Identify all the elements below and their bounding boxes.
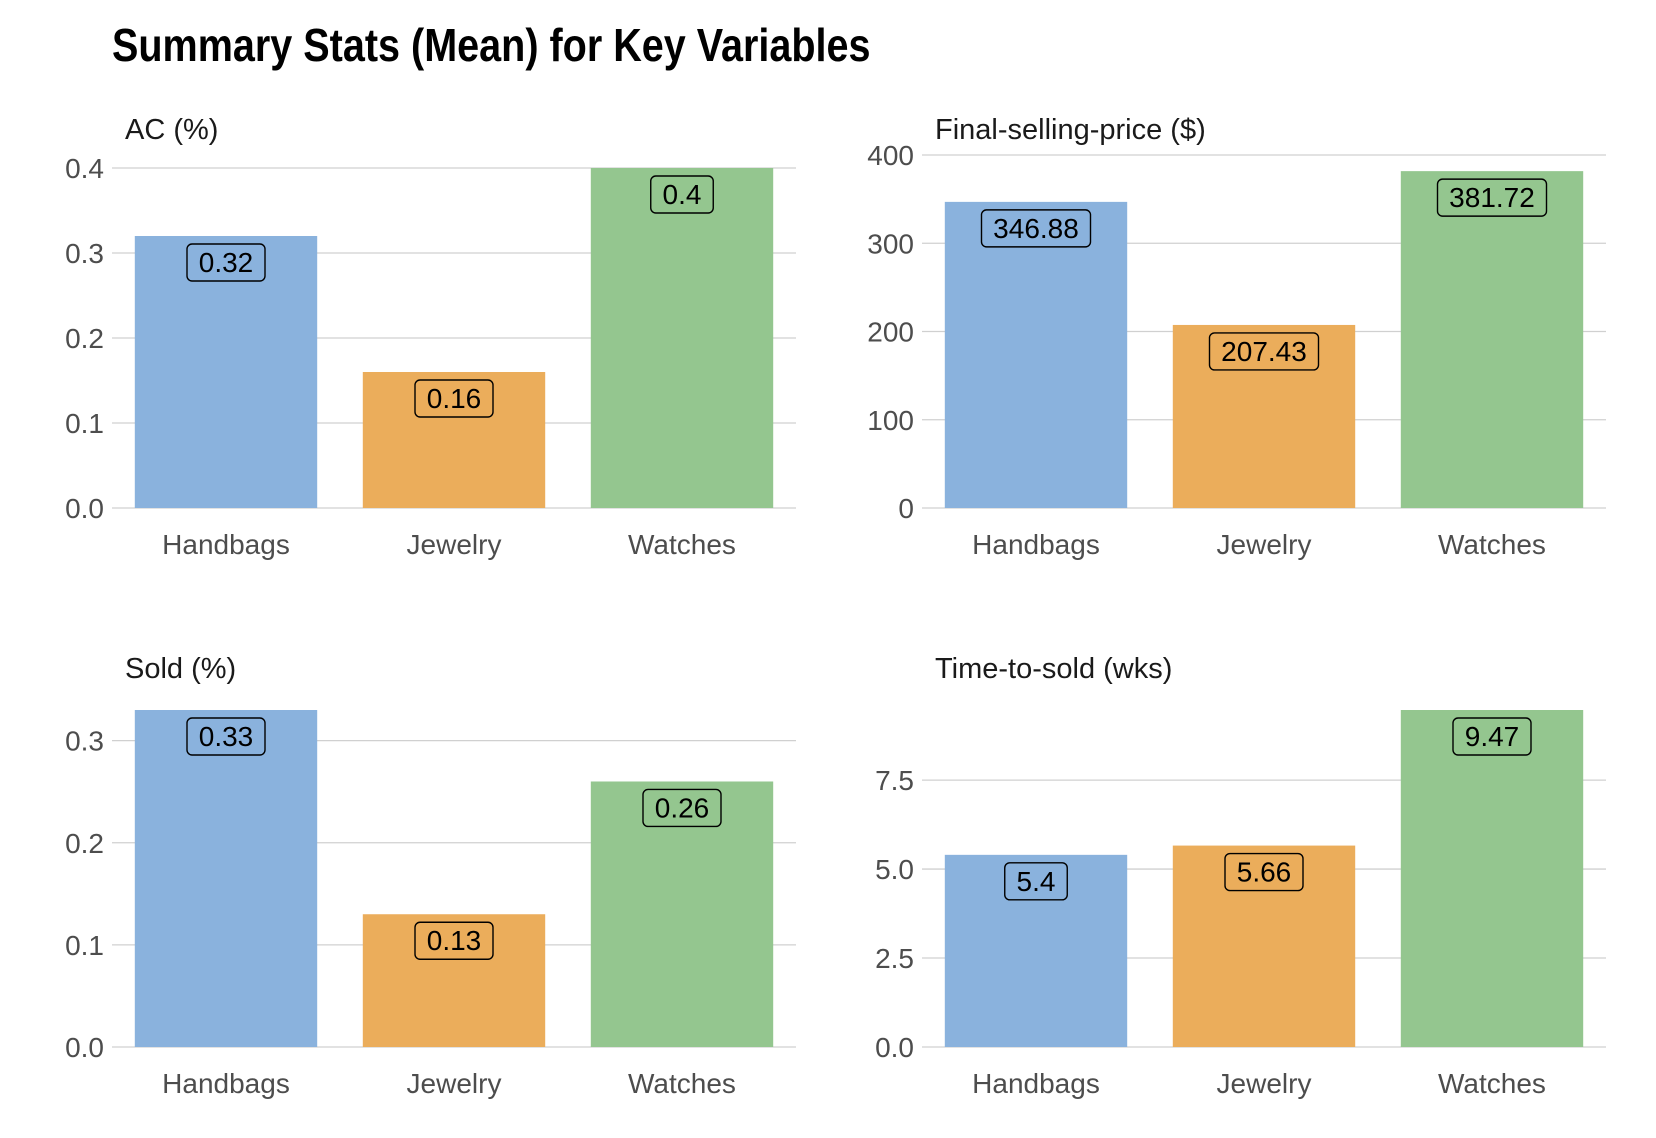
- chart-panel: Sold (%) 0.0 0.1 0.2 0.3 0.33 Handbags 0.13 Jewe…: [65, 653, 796, 1099]
- panel-title: Final-selling-price ($): [935, 114, 1206, 146]
- bar-handbags: [944, 201, 1128, 508]
- data-label: 0.26: [655, 792, 710, 823]
- y-tick-label: 0.0: [875, 1032, 914, 1063]
- y-tick-label: 0: [898, 493, 914, 524]
- x-tick-label: Watches: [628, 1068, 736, 1099]
- data-label-box: [186, 243, 266, 282]
- bar-handbags: [944, 854, 1128, 1047]
- data-label-box: [414, 379, 494, 418]
- bar-watches: [590, 781, 774, 1047]
- chart-panel: Time-to-sold (wks) 0.0 2.5 5.0 7.5 5.4 Handbag…: [875, 653, 1606, 1099]
- y-tick-label: 0.3: [65, 238, 104, 269]
- bar-handbags: [134, 710, 318, 1047]
- page-title: Summary Stats (Mean) for Key Variables: [112, 19, 871, 71]
- x-tick-label: Handbags: [972, 1068, 1100, 1099]
- data-label-box: [1208, 332, 1320, 371]
- data-label: 5.4: [1017, 866, 1056, 897]
- data-label: 0.33: [199, 721, 254, 752]
- data-label-box: [642, 788, 722, 828]
- x-tick-label: Jewelry: [1217, 529, 1312, 560]
- panel-title: Sold (%): [125, 653, 236, 685]
- x-tick-label: Jewelry: [407, 1068, 502, 1099]
- panel-title: AC (%): [125, 114, 218, 146]
- bar-jewelry: [1172, 845, 1356, 1047]
- x-tick-label: Handbags: [162, 529, 290, 560]
- bar-jewelry: [362, 914, 546, 1047]
- y-tick-label: 0.2: [65, 323, 104, 354]
- x-tick-label: Watches: [1438, 1068, 1546, 1099]
- data-label: 0.16: [427, 383, 482, 414]
- y-tick-label: 0.4: [65, 153, 104, 184]
- data-label-box: [414, 921, 494, 960]
- bar-watches: [1400, 710, 1584, 1047]
- x-tick-label: Jewelry: [1217, 1068, 1312, 1099]
- data-label: 381.72: [1449, 182, 1535, 213]
- y-tick-label: 0.3: [65, 726, 104, 757]
- y-tick-label: 5.0: [875, 854, 914, 885]
- data-label-box: [1452, 717, 1532, 756]
- y-tick-label: 2.5: [875, 943, 914, 974]
- data-label: 0.4: [663, 179, 702, 210]
- data-label: 5.66: [1237, 857, 1292, 888]
- bar-jewelry: [1172, 324, 1356, 508]
- y-tick-label: 0.1: [65, 930, 104, 961]
- data-label: 9.47: [1465, 721, 1520, 752]
- chart-panel: Final-selling-price ($) 0 100 200 300 400 346.…: [867, 114, 1606, 560]
- data-label: 207.43: [1221, 336, 1307, 367]
- data-label: 0.13: [427, 925, 482, 956]
- y-tick-label: 0.0: [65, 1032, 104, 1063]
- data-label-box: [1224, 852, 1304, 892]
- data-label: 346.88: [993, 213, 1079, 244]
- bar-jewelry: [362, 372, 546, 508]
- data-label-box: [1004, 862, 1068, 901]
- chart-panel: AC (%) 0.0 0.1 0.2 0.3 0.4 0.32 Handbags 0.16 Jew…: [65, 114, 796, 560]
- y-tick-label: 7.5: [875, 765, 914, 796]
- x-tick-label: Watches: [628, 529, 736, 560]
- y-tick-label: 0.2: [65, 828, 104, 859]
- bar-watches: [1400, 171, 1584, 509]
- data-label-box: [186, 717, 266, 756]
- data-label: 0.32: [199, 247, 254, 278]
- data-label-box: [1436, 178, 1548, 217]
- x-tick-label: Watches: [1438, 529, 1546, 560]
- panel-title: Time-to-sold (wks): [935, 653, 1172, 685]
- y-tick-label: 0.1: [65, 408, 104, 439]
- y-tick-label: 100: [867, 405, 914, 436]
- y-tick-label: 300: [867, 228, 914, 259]
- data-label-box: [980, 209, 1092, 248]
- data-label-box: [650, 175, 714, 214]
- x-tick-label: Handbags: [972, 529, 1100, 560]
- x-tick-label: Handbags: [162, 1068, 290, 1099]
- bar-watches: [590, 168, 774, 508]
- y-tick-label: 400: [867, 140, 914, 171]
- y-tick-label: 0.0: [65, 493, 104, 524]
- x-tick-label: Jewelry: [407, 529, 502, 560]
- y-tick-label: 200: [867, 317, 914, 348]
